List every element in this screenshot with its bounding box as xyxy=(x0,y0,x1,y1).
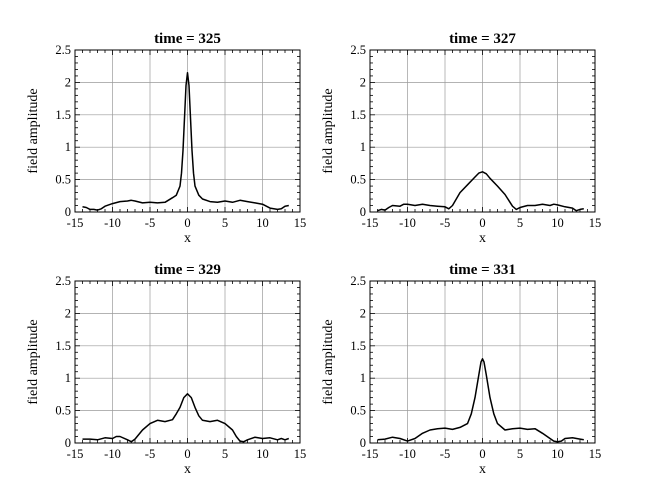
x-tick-label: -5 xyxy=(440,216,450,230)
x-tick-label: 15 xyxy=(589,216,602,230)
y-tick-label: 1 xyxy=(65,371,71,385)
x-tick-label: -15 xyxy=(67,447,84,461)
y-tick-label: 0.5 xyxy=(55,173,71,187)
x-tick-label: 0 xyxy=(479,447,485,461)
chart-title: time = 331 xyxy=(449,262,516,278)
y-tick-label: 1.5 xyxy=(350,339,366,353)
y-tick-label: 0 xyxy=(360,436,366,450)
x-tick-label: -5 xyxy=(440,447,450,461)
y-tick-label: 2 xyxy=(360,306,366,320)
plot-frame xyxy=(369,49,596,213)
panel-2: -15 -10 -5 0 5 10 15 0 0.5 1 1.5 2 2.5 time = 327 x fie… xyxy=(321,31,601,246)
plot-frame xyxy=(74,49,301,213)
x-tick-label: 5 xyxy=(222,447,228,461)
x-axis-label: x xyxy=(184,462,191,477)
x-tick-label: -10 xyxy=(399,216,416,230)
x-tick-label: 15 xyxy=(589,447,602,461)
x-tick-label: 0 xyxy=(184,447,190,461)
y-axis-label: field amplitude xyxy=(321,88,336,173)
x-tick-label: 5 xyxy=(517,216,523,230)
y-tick-label: 2.5 xyxy=(55,43,71,57)
x-axis-label: x xyxy=(479,231,486,246)
x-axis-label: x xyxy=(479,462,486,477)
x-tick-label: 5 xyxy=(222,216,228,230)
chart-title: time = 327 xyxy=(449,31,516,47)
y-tick-label: 0 xyxy=(360,205,366,219)
x-tick-label: 10 xyxy=(256,447,269,461)
x-tick-label: -15 xyxy=(362,216,379,230)
series-line xyxy=(82,71,289,211)
x-tick-label: 0 xyxy=(479,216,485,230)
x-tick-label: -5 xyxy=(145,216,155,230)
x-tick-label: -10 xyxy=(104,216,121,230)
x-tick-label: -15 xyxy=(362,447,379,461)
series-line xyxy=(82,393,290,443)
y-tick-label: 0.5 xyxy=(350,173,366,187)
plot-frame xyxy=(74,280,301,444)
y-tick-label: 1 xyxy=(360,140,366,154)
y-axis-label: field amplitude xyxy=(26,88,41,173)
y-axis-label: field amplitude xyxy=(321,319,336,404)
y-tick-label: 2.5 xyxy=(55,274,71,288)
panel-3: -15 -10 -5 0 5 10 15 0 0.5 1 1.5 2 2.5 time = 329 x fie… xyxy=(26,262,306,477)
x-tick-label: 10 xyxy=(551,216,564,230)
y-tick-label: 1.5 xyxy=(350,108,366,122)
y-tick-label: 1.5 xyxy=(55,339,71,353)
plot-frame xyxy=(369,280,596,444)
y-tick-label: 1 xyxy=(360,371,366,385)
panel-4: -15 -10 -5 0 5 10 15 0 0.5 1 1.5 2 2.5 time = 331 x fie… xyxy=(321,262,601,477)
x-tick-label: 15 xyxy=(294,216,307,230)
y-tick-label: 0.5 xyxy=(350,404,366,418)
y-axis-label: field amplitude xyxy=(26,319,41,404)
x-tick-label: -15 xyxy=(67,216,84,230)
series-line xyxy=(377,358,584,443)
y-tick-label: 0.5 xyxy=(55,404,71,418)
x-tick-label: 0 xyxy=(184,216,190,230)
chart-title: time = 325 xyxy=(154,31,221,47)
y-tick-label: 2 xyxy=(65,75,71,89)
y-tick-label: 2 xyxy=(65,306,71,320)
y-tick-label: 2.5 xyxy=(350,43,366,57)
y-tick-label: 2 xyxy=(360,75,366,89)
y-tick-label: 1 xyxy=(65,140,71,154)
y-tick-label: 1.5 xyxy=(55,108,71,122)
y-tick-label: 0 xyxy=(65,436,71,450)
series-line xyxy=(377,171,584,212)
chart-title: time = 329 xyxy=(154,262,221,278)
x-tick-label: -5 xyxy=(145,447,155,461)
y-tick-label: 0 xyxy=(65,205,71,219)
x-tick-label: -10 xyxy=(399,447,416,461)
x-tick-label: 10 xyxy=(256,216,269,230)
x-axis-label: x xyxy=(184,231,191,246)
y-tick-label: 2.5 xyxy=(350,274,366,288)
x-tick-label: 5 xyxy=(517,447,523,461)
x-tick-label: -10 xyxy=(104,447,121,461)
x-tick-label: 15 xyxy=(294,447,307,461)
x-tick-label: 10 xyxy=(551,447,564,461)
panel-1: -15 -10 -5 0 5 10 15 0 0.5 1 1.5 2 2.5 time = 325 x fie… xyxy=(26,31,306,246)
